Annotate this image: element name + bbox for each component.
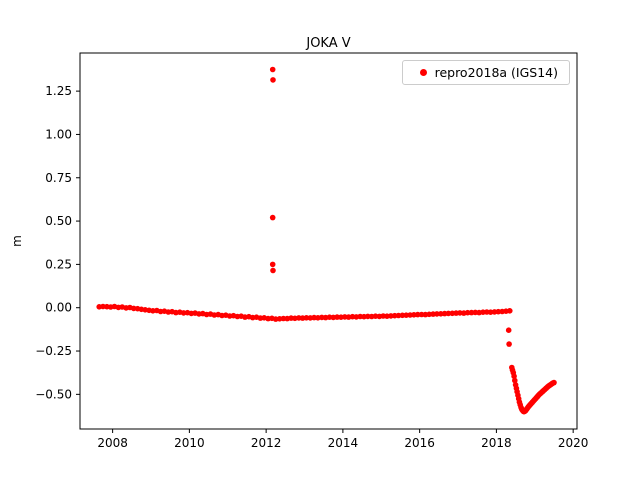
- data-point: [270, 267, 276, 274]
- y-tick-label: −0.50: [35, 387, 72, 401]
- data-point: [506, 341, 512, 347]
- data-point: [507, 308, 513, 314]
- data-point: [445, 310, 452, 317]
- x-tick-label: 2018: [481, 436, 512, 450]
- y-tick-label: 0.00: [45, 301, 72, 315]
- x-tick-label: 2014: [328, 436, 359, 450]
- y-tick-label: 0.25: [45, 257, 72, 271]
- data-point: [270, 77, 276, 83]
- y-tick-label: −0.25: [35, 344, 72, 358]
- data-point: [269, 66, 276, 73]
- data-point: [303, 315, 310, 321]
- legend-marker-dot: [419, 69, 427, 76]
- y-tick-label: 0.50: [45, 214, 72, 228]
- data-point: [512, 377, 518, 384]
- x-tick-label: 2008: [97, 436, 128, 450]
- data-point: [511, 373, 517, 380]
- x-tick-label: 2016: [404, 436, 435, 450]
- data-point: [434, 311, 440, 317]
- legend-label: repro2018a (IGS14): [434, 65, 558, 80]
- chart-title: JOKA V: [306, 36, 351, 51]
- data-point: [269, 214, 276, 221]
- x-tick-label: 2020: [558, 436, 589, 450]
- data-point: [269, 261, 276, 268]
- data-point: [464, 309, 471, 316]
- data-point: [414, 311, 421, 318]
- axes-frame: [79, 52, 578, 430]
- x-tick-label: 2010: [174, 436, 205, 450]
- y-tick-label: 1.00: [45, 127, 72, 141]
- y-axis-label: m: [10, 235, 24, 247]
- y-tick-label: 0.75: [45, 171, 72, 185]
- legend: repro2018a (IGS14): [401, 60, 570, 85]
- data-point: [551, 379, 557, 386]
- data-point: [365, 313, 371, 320]
- y-tick-label: 1.25: [45, 84, 72, 98]
- x-tick-label: 2012: [251, 436, 282, 450]
- data-point: [334, 314, 340, 320]
- data-point: [505, 327, 512, 334]
